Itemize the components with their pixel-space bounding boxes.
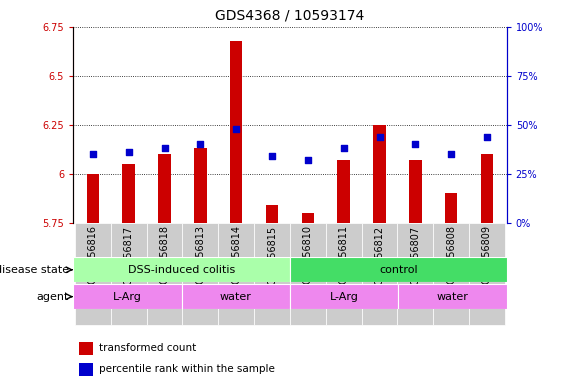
Bar (182, 223, 218, 324)
Bar (373, 125, 386, 223)
Bar (445, 193, 457, 223)
Text: L-Arg: L-Arg (330, 291, 359, 302)
Text: L-Arg: L-Arg (113, 291, 142, 302)
Bar (111, 223, 146, 324)
Bar (75, 223, 111, 324)
Point (267, 153, 276, 159)
Bar (181, 284, 290, 309)
Text: agent: agent (37, 291, 69, 302)
Bar (158, 154, 171, 223)
Bar (290, 223, 326, 324)
Bar (409, 160, 422, 223)
Point (375, 134, 384, 140)
Bar (302, 213, 314, 223)
Text: percentile rank within the sample: percentile rank within the sample (99, 364, 274, 374)
Text: control: control (379, 265, 418, 275)
Bar (326, 223, 361, 324)
Bar (399, 284, 507, 309)
Bar (481, 154, 493, 223)
Point (88, 151, 97, 157)
Point (303, 157, 312, 163)
Bar (87, 174, 99, 223)
Bar (194, 148, 207, 223)
Bar (397, 223, 434, 324)
Point (339, 145, 348, 151)
Bar (122, 164, 135, 223)
Point (482, 134, 491, 140)
Point (446, 151, 455, 157)
Bar (73, 284, 181, 309)
Bar (218, 223, 254, 324)
Bar (254, 223, 290, 324)
Bar (337, 160, 350, 223)
Point (196, 141, 205, 147)
Bar (290, 284, 399, 309)
Bar (73, 257, 290, 282)
Point (232, 126, 241, 132)
Text: disease state: disease state (0, 265, 69, 275)
Bar (469, 223, 505, 324)
Bar (290, 257, 507, 282)
Bar (434, 223, 469, 324)
Text: transformed count: transformed count (99, 343, 196, 353)
Text: DSS-induced colitis: DSS-induced colitis (128, 265, 235, 275)
Bar (230, 41, 243, 223)
Bar (266, 205, 278, 223)
Point (160, 145, 169, 151)
Point (124, 149, 133, 155)
Bar (146, 223, 182, 324)
Title: GDS4368 / 10593174: GDS4368 / 10593174 (215, 9, 365, 23)
Point (411, 141, 420, 147)
Text: water: water (220, 291, 252, 302)
Text: water: water (436, 291, 468, 302)
Bar (361, 223, 397, 324)
